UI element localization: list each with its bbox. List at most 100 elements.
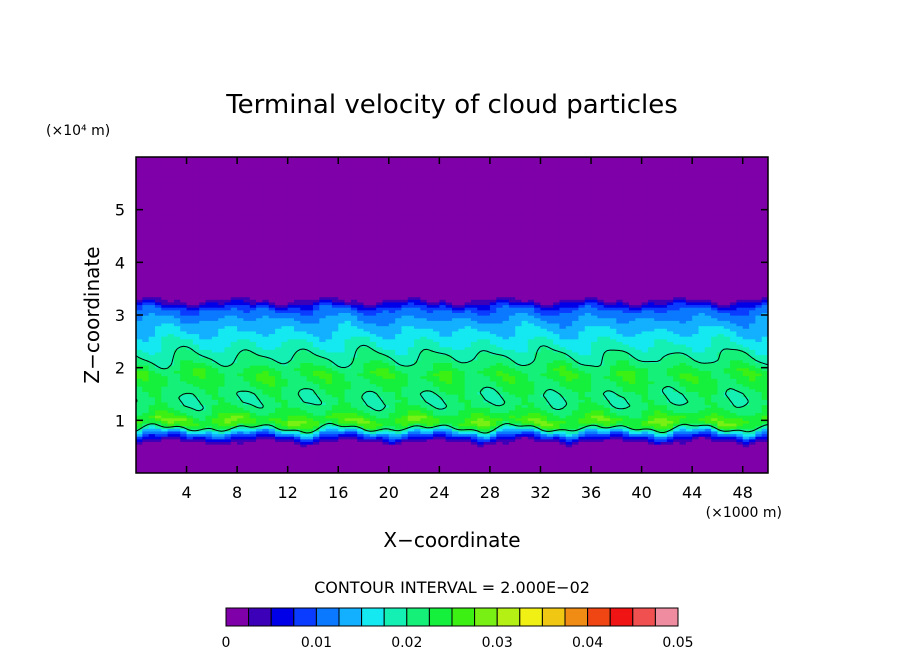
field-cell [559, 430, 567, 435]
field-cell [597, 470, 605, 473]
field-cell [407, 412, 415, 416]
field-cell [717, 407, 725, 411]
field-cell [407, 409, 415, 414]
field-cell [344, 412, 352, 416]
field-cell [477, 444, 485, 448]
field-cell [268, 462, 276, 466]
field-cell [565, 462, 573, 466]
field-cell [761, 454, 768, 458]
field-cell [483, 422, 491, 427]
field-cell [420, 462, 428, 466]
field-cell [508, 459, 516, 464]
field-cell [679, 454, 687, 458]
field-cell [420, 436, 428, 440]
field-cell [698, 407, 706, 411]
field-cell [388, 449, 396, 453]
field-cell [477, 399, 485, 403]
field-cell [654, 396, 662, 400]
field-cell [173, 404, 181, 408]
field-cell [445, 436, 453, 440]
field-cell [616, 462, 624, 466]
field-cell [230, 422, 238, 427]
field-cell [502, 454, 510, 458]
field-cell [711, 441, 719, 445]
field-cell [294, 409, 301, 414]
field-cell [647, 422, 655, 427]
field-cell [382, 415, 390, 419]
field-cell [173, 422, 181, 427]
field-cell [553, 420, 561, 424]
field-cell [749, 470, 756, 473]
field-cell [711, 433, 719, 437]
field-cell [616, 446, 624, 450]
field-cell [224, 436, 232, 440]
field-cell [350, 446, 358, 450]
field-cell [382, 449, 390, 453]
field-cell [610, 417, 617, 421]
field-cell [470, 462, 478, 466]
field-cell [136, 420, 143, 424]
field-cell [736, 409, 744, 414]
field-cell [433, 425, 440, 429]
field-cell [603, 457, 611, 461]
field-cell [154, 459, 162, 464]
field-cell [736, 394, 744, 398]
field-cell [211, 465, 219, 469]
field-cell [572, 420, 579, 424]
plot-area [136, 157, 768, 473]
field-cell [749, 459, 756, 464]
field-cell [553, 430, 561, 435]
field-cell [673, 404, 681, 408]
field-cell [382, 407, 390, 411]
field-cell [692, 467, 700, 471]
field-cell [306, 415, 314, 419]
field-cell [300, 444, 308, 448]
field-cell [395, 430, 403, 435]
field-cell [534, 438, 542, 442]
field-cell [635, 401, 643, 406]
field-cell [350, 401, 358, 406]
field-cell [647, 449, 655, 453]
field-cell [679, 470, 687, 473]
field-cell [755, 446, 763, 450]
field-cell [723, 409, 731, 414]
field-cell [603, 451, 611, 456]
field-cell [647, 444, 655, 448]
field-cell [591, 436, 598, 440]
field-cell [515, 407, 523, 411]
field-cell [730, 436, 737, 440]
field-cell [192, 425, 200, 429]
field-cell [205, 422, 213, 427]
field-cell [685, 465, 693, 469]
field-cell [249, 433, 257, 437]
field-cell [407, 438, 415, 442]
field-cell [597, 399, 605, 403]
field-cell [458, 417, 466, 421]
field-cell [502, 465, 510, 469]
field-cell [148, 404, 156, 408]
field-cell [496, 425, 504, 429]
field-cell [628, 415, 636, 419]
field-cell [167, 462, 175, 466]
field-cell [572, 409, 579, 414]
field-cell [262, 428, 270, 432]
field-cell [508, 407, 516, 411]
field-cell [698, 422, 706, 427]
field-cell [730, 428, 737, 432]
field-cell [199, 401, 207, 406]
field-cell [616, 444, 624, 448]
field-cell [527, 401, 535, 406]
field-cell [268, 459, 276, 464]
field-cell [186, 438, 194, 442]
field-cell [211, 470, 219, 473]
field-cell [344, 415, 352, 419]
field-cell [755, 467, 763, 471]
field-cell [388, 459, 396, 464]
field-cell [218, 428, 226, 432]
field-cell [142, 436, 150, 440]
field-cell [224, 444, 232, 448]
field-cell [496, 396, 504, 400]
field-cell [154, 441, 162, 445]
field-cell [268, 399, 276, 403]
field-cell [578, 401, 586, 406]
